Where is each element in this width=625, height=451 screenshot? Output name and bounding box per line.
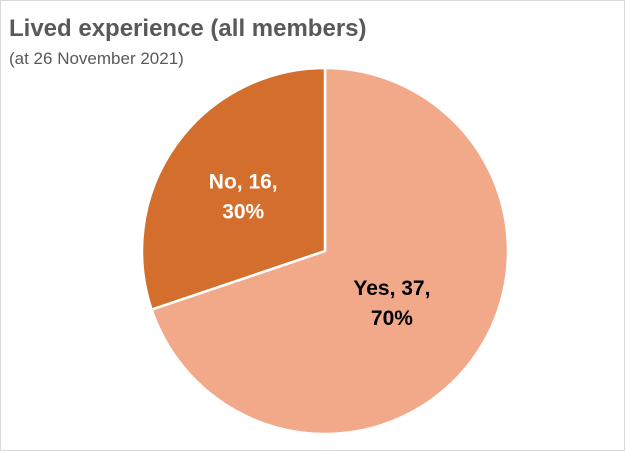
chart-subtitle: (at 26 November 2021) <box>9 49 184 68</box>
data-label-line2: 70% <box>371 307 413 330</box>
data-label-line1: No, 16, <box>209 170 278 193</box>
pie-slice-yes <box>150 66 510 436</box>
data-label-line2: 30% <box>222 200 264 223</box>
chart-title: Lived experience (all members) <box>9 15 367 42</box>
data-label-yes: Yes, 37, 70% <box>353 277 430 330</box>
data-label-no: No, 16, 30% <box>209 170 278 223</box>
data-label-line1: Yes, 37, <box>353 277 430 300</box>
pie-slice-no <box>140 66 327 311</box>
